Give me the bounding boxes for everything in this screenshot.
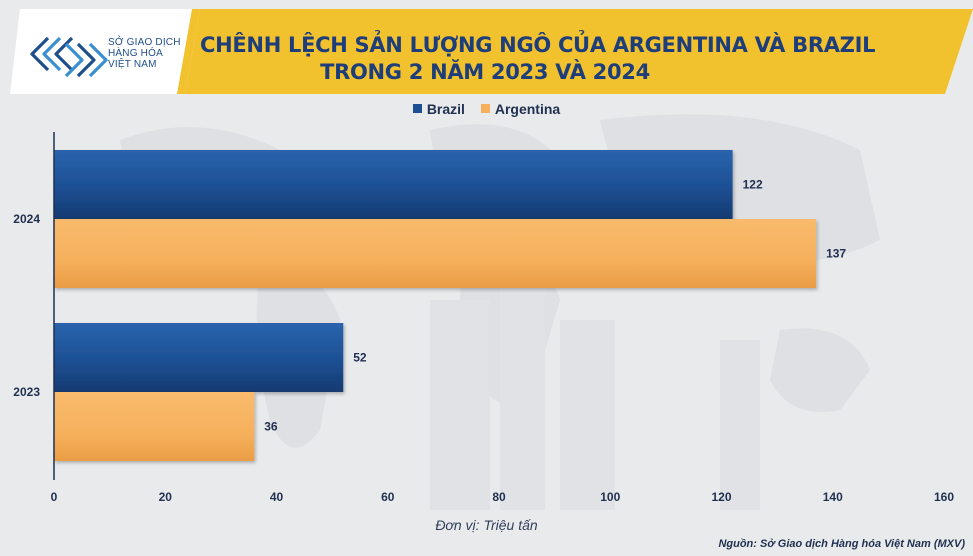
legend-swatch-argentina <box>480 104 490 113</box>
data-label-argentina-2024: 137 <box>826 247 846 261</box>
bar-brazil-2023 <box>54 323 344 392</box>
x-tick-label-120: 120 <box>711 490 731 504</box>
bars-group <box>54 150 817 461</box>
legend-item-brazil: Brazil <box>412 100 465 117</box>
x-tick-label-40: 40 <box>270 490 284 504</box>
data-labels-group: 122 137 52 36 <box>264 178 846 434</box>
bar-brazil-2024 <box>54 150 733 219</box>
legend-item-argentina: Argentina <box>480 100 561 117</box>
x-tick-label-160: 160 <box>934 490 954 504</box>
x-tick-label-140: 140 <box>823 490 843 504</box>
chart-title: CHÊNH LỆCH SẢN LƯỢNG NGÔ CỦA ARGENTINA V… <box>200 32 876 86</box>
header-banner <box>0 4 973 100</box>
x-tick-labels-group: 0 20 40 60 80 100 120 140 160 <box>51 490 955 504</box>
category-label-2023: 2023 <box>13 385 40 399</box>
data-label-argentina-2023: 36 <box>264 420 278 434</box>
x-tick-label-0: 0 <box>51 490 58 504</box>
logo-line: HÀNG HÓA <box>108 48 163 59</box>
bar-argentina-2023 <box>54 392 255 461</box>
x-tick-label-20: 20 <box>159 490 173 504</box>
x-tick-label-60: 60 <box>381 490 395 504</box>
data-label-brazil-2023: 52 <box>353 351 367 365</box>
x-tick-label-100: 100 <box>600 490 620 504</box>
bar-argentina-2024 <box>54 219 817 288</box>
legend-label-brazil: Brazil <box>426 100 465 117</box>
data-label-brazil-2024: 122 <box>743 178 763 192</box>
chart-title-line1: CHÊNH LỆCH SẢN LƯỢNG NGÔ CỦA ARGENTINA V… <box>200 33 876 57</box>
chart-title-line2: TRONG 2 NĂM 2023 VÀ 2024 <box>320 60 650 84</box>
category-labels-group: 2024 2023 <box>13 212 40 399</box>
legend: Brazil Argentina <box>0 100 973 117</box>
source-note: Nguồn: Sở Giao dịch Hàng hóa Việt Nam (M… <box>718 538 965 550</box>
unit-label: Đơn vị: Triệu tấn <box>435 517 538 533</box>
legend-swatch-brazil <box>412 104 422 113</box>
category-label-2024: 2024 <box>13 212 40 226</box>
legend-label-argentina: Argentina <box>494 100 561 117</box>
logo-text: SỞ GIAO DỊCH HÀNG HÓA VIỆT NAM <box>108 37 181 70</box>
x-tick-label-80: 80 <box>492 490 506 504</box>
logo: SỞ GIAO DỊCH HÀNG HÓA VIỆT NAM <box>20 22 185 90</box>
mxv-logo-icon <box>30 36 108 78</box>
logo-line: VIỆT NAM <box>108 59 157 70</box>
logo-line: SỞ GIAO DỊCH <box>108 37 181 48</box>
